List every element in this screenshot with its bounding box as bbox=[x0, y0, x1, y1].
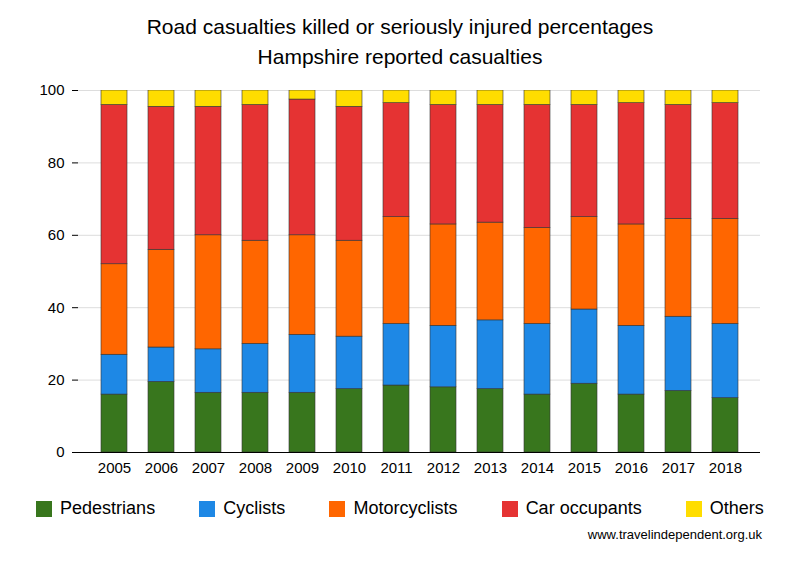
svg-text:0: 0 bbox=[56, 443, 64, 460]
svg-text:100: 100 bbox=[39, 81, 64, 98]
html-text:Others: Others bbox=[709, 498, 764, 518]
html-text:Road casualties killed or seri: Road casualties killed or seriously inju… bbox=[146, 15, 654, 38]
svg-text:80: 80 bbox=[48, 154, 65, 171]
svg-text:60: 60 bbox=[48, 226, 65, 243]
svg-text:2005: 2005 bbox=[98, 459, 131, 476]
svg-text:2006: 2006 bbox=[145, 459, 178, 476]
svg-text:2011: 2011 bbox=[380, 459, 412, 476]
svg-text:2012: 2012 bbox=[427, 459, 460, 476]
svg-text:2018: 2018 bbox=[709, 459, 742, 476]
svg-text:20: 20 bbox=[48, 371, 65, 388]
svg-text:2014: 2014 bbox=[521, 459, 554, 476]
html-text:www.travelindependent.org.uk: www.travelindependent.org.uk bbox=[587, 527, 762, 542]
html-text:Car occupants: Car occupants bbox=[525, 498, 642, 518]
html-text:Cyclists: Cyclists bbox=[223, 498, 286, 518]
svg-text:2015: 2015 bbox=[568, 459, 601, 476]
svg-text:40: 40 bbox=[48, 299, 65, 316]
svg-text:2009: 2009 bbox=[286, 459, 319, 476]
svg-text:2016: 2016 bbox=[615, 459, 648, 476]
html-text:Hampshire reported casualties: Hampshire reported casualties bbox=[257, 45, 543, 68]
html-text:Pedestrians: Pedestrians bbox=[60, 498, 156, 518]
html-text:Motorcyclists: Motorcyclists bbox=[353, 498, 458, 518]
svg-text:2010: 2010 bbox=[333, 459, 366, 476]
svg-text:2017: 2017 bbox=[662, 459, 695, 476]
svg-text:2007: 2007 bbox=[192, 459, 225, 476]
svg-text:2013: 2013 bbox=[474, 459, 507, 476]
svg-text:2008: 2008 bbox=[239, 459, 272, 476]
